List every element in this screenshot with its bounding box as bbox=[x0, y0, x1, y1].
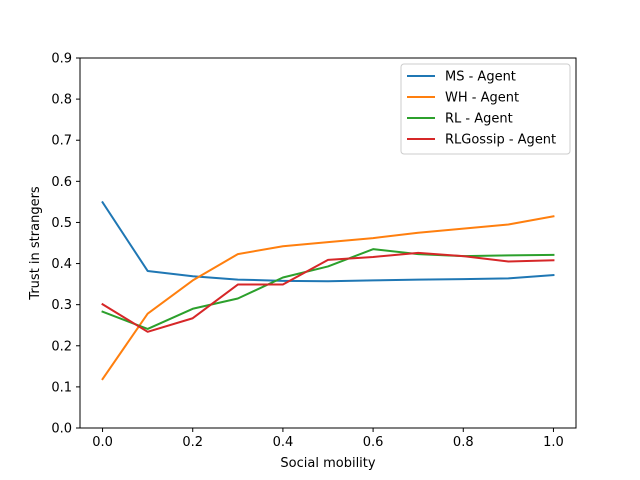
x-tick-label: 0.6 bbox=[363, 435, 384, 450]
y-axis-label: Trust in strangers bbox=[28, 186, 43, 301]
x-tick-label: 1.0 bbox=[543, 435, 564, 450]
axes-frame bbox=[79, 57, 577, 429]
x-axis-ticks: 0.0 0.2 0.4 0.6 0.8 1.0 bbox=[92, 428, 564, 450]
y-tick-label: 0.4 bbox=[51, 257, 72, 272]
y-tick-label: 0.9 bbox=[51, 52, 72, 67]
series-line-ms-agent bbox=[101, 200, 555, 283]
y-tick-label: 0.3 bbox=[51, 298, 72, 313]
x-tick-label: 0.2 bbox=[182, 435, 203, 450]
legend-label: WH - Agent bbox=[445, 91, 519, 106]
y-tick-label: 0.8 bbox=[51, 93, 72, 108]
legend-box bbox=[400, 63, 571, 155]
y-tick-label: 0.5 bbox=[51, 216, 72, 231]
y-tick-label: 0.0 bbox=[51, 422, 72, 437]
x-axis-label: Social mobility bbox=[280, 456, 375, 471]
legend-label: MS - Agent bbox=[445, 70, 516, 85]
plot-lines bbox=[101, 200, 555, 381]
y-tick-label: 0.1 bbox=[51, 380, 72, 395]
y-tick-label: 0.7 bbox=[51, 134, 72, 149]
series-line-wh-agent bbox=[101, 215, 555, 381]
y-axis-ticks: 0.0 0.1 0.2 0.3 0.4 0.5 0.6 0.7 0.8 0.9 bbox=[51, 52, 80, 437]
legend-label: RLGossip - Agent bbox=[445, 133, 556, 148]
series-line-rl-agent bbox=[101, 248, 555, 330]
legend: MS - Agent WH - Agent RL - Agent RLGossip -… bbox=[400, 63, 571, 155]
legend-label: RL - Agent bbox=[445, 112, 513, 127]
x-tick-label: 0.8 bbox=[453, 435, 474, 450]
y-tick-label: 0.6 bbox=[51, 175, 72, 190]
series-line-rlgossip-agent bbox=[101, 251, 555, 333]
x-tick-label: 0.4 bbox=[273, 435, 294, 450]
y-tick-label: 0.2 bbox=[51, 339, 72, 354]
x-tick-label: 0.0 bbox=[92, 435, 113, 450]
